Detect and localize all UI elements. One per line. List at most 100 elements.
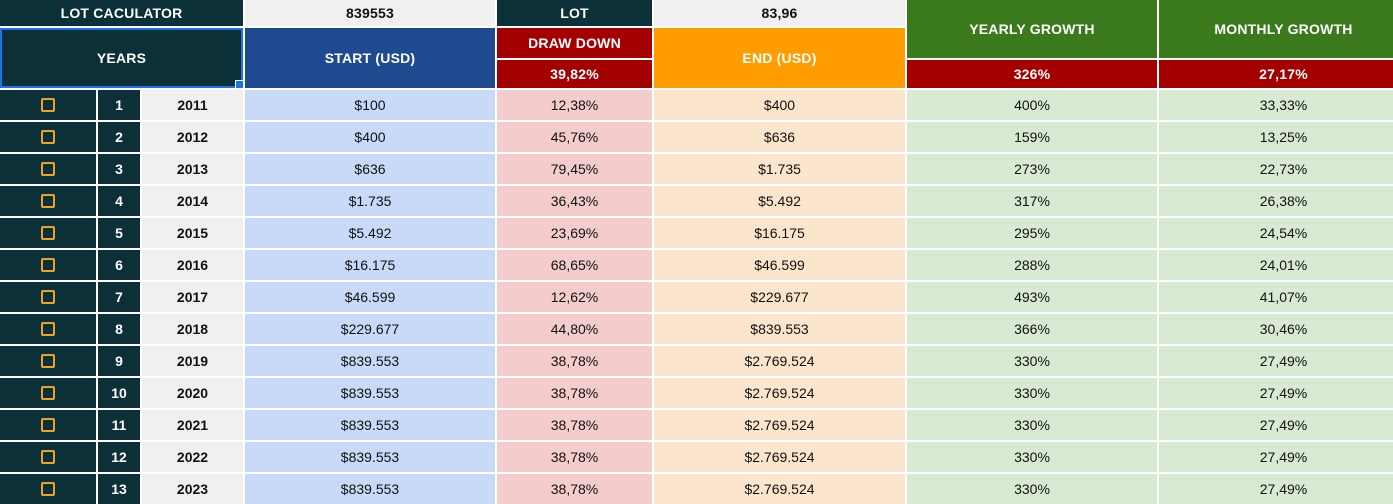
year-cell[interactable]: 2011 [142,90,243,120]
year-cell[interactable]: 2016 [142,250,243,280]
row-checkbox[interactable] [41,130,55,144]
yearly-growth-cell[interactable]: 288% [907,250,1157,280]
monthly-growth-cell[interactable]: 27,49% [1159,442,1393,472]
year-cell[interactable]: 2013 [142,154,243,184]
row-checkbox[interactable] [41,194,55,208]
row-checkbox[interactable] [41,418,55,432]
row-checkbox[interactable] [41,258,55,272]
row-index-cell[interactable]: 12 [98,442,140,472]
start-usd-cell[interactable]: $839.553 [245,442,495,472]
yearly-growth-cell[interactable]: 400% [907,90,1157,120]
drawdown-cell[interactable]: 38,78% [497,378,652,408]
drawdown-cell[interactable]: 12,62% [497,282,652,312]
monthly-growth-cell[interactable]: 27,49% [1159,346,1393,376]
row-index-cell[interactable]: 7 [98,282,140,312]
row-index-cell[interactable]: 3 [98,154,140,184]
monthly-growth-cell[interactable]: 33,33% [1159,90,1393,120]
row-checkbox-cell[interactable] [0,154,96,184]
row-checkbox-cell[interactable] [0,186,96,216]
start-usd-cell[interactable]: $636 [245,154,495,184]
row-checkbox[interactable] [41,354,55,368]
end-usd-cell[interactable]: $46.599 [654,250,905,280]
drawdown-total[interactable]: 39,82% [497,60,652,88]
row-index-cell[interactable]: 8 [98,314,140,344]
yearly-growth-cell[interactable]: 493% [907,282,1157,312]
end-usd-cell[interactable]: $2.769.524 [654,442,905,472]
row-index-cell[interactable]: 6 [98,250,140,280]
end-usd-cell[interactable]: $5.492 [654,186,905,216]
row-checkbox-cell[interactable] [0,282,96,312]
start-usd-cell[interactable]: $5.492 [245,218,495,248]
yearly-growth-cell[interactable]: 330% [907,442,1157,472]
start-usd-cell[interactable]: $229.677 [245,314,495,344]
monthly-growth-cell[interactable]: 22,73% [1159,154,1393,184]
year-cell[interactable]: 2019 [142,346,243,376]
start-usd-cell[interactable]: $46.599 [245,282,495,312]
start-usd-cell[interactable]: $839.553 [245,410,495,440]
row-index-cell[interactable]: 2 [98,122,140,152]
drawdown-cell[interactable]: 38,78% [497,410,652,440]
drawdown-cell[interactable]: 38,78% [497,474,652,504]
row-checkbox-cell[interactable] [0,442,96,472]
row-checkbox[interactable] [41,98,55,112]
start-usd-cell[interactable]: $1.735 [245,186,495,216]
lot-value-cell[interactable]: 83,96 [654,0,905,26]
drawdown-cell[interactable]: 45,76% [497,122,652,152]
yearly-growth-cell[interactable]: 273% [907,154,1157,184]
row-checkbox-cell[interactable] [0,90,96,120]
yearly-growth-cell[interactable]: 366% [907,314,1157,344]
end-usd-cell[interactable]: $229.677 [654,282,905,312]
drawdown-cell[interactable]: 36,43% [497,186,652,216]
monthly-growth-cell[interactable]: 27,49% [1159,410,1393,440]
year-cell[interactable]: 2023 [142,474,243,504]
fill-handle[interactable] [235,80,243,88]
start-usd-cell[interactable]: $100 [245,90,495,120]
row-index-cell[interactable]: 1 [98,90,140,120]
drawdown-cell[interactable]: 38,78% [497,442,652,472]
lot-label-cell[interactable]: LOT [497,0,652,26]
row-checkbox-cell[interactable] [0,378,96,408]
year-cell[interactable]: 2018 [142,314,243,344]
start-usd-header[interactable]: START (USD) [245,28,495,88]
yearly-growth-cell[interactable]: 330% [907,410,1157,440]
start-usd-cell[interactable]: $16.175 [245,250,495,280]
year-cell[interactable]: 2015 [142,218,243,248]
year-cell[interactable]: 2022 [142,442,243,472]
yearly-growth-cell[interactable]: 330% [907,474,1157,504]
row-checkbox[interactable] [41,322,55,336]
year-cell[interactable]: 2012 [142,122,243,152]
end-usd-cell[interactable]: $2.769.524 [654,346,905,376]
yearly-growth-cell[interactable]: 159% [907,122,1157,152]
end-usd-cell[interactable]: $839.553 [654,314,905,344]
row-checkbox[interactable] [41,226,55,240]
row-index-cell[interactable]: 10 [98,378,140,408]
row-checkbox[interactable] [41,386,55,400]
yearly-growth-cell[interactable]: 330% [907,378,1157,408]
drawdown-cell[interactable]: 68,65% [497,250,652,280]
years-header[interactable]: YEARS [0,28,243,88]
row-checkbox-cell[interactable] [0,474,96,504]
monthly-growth-cell[interactable]: 24,54% [1159,218,1393,248]
end-usd-cell[interactable]: $16.175 [654,218,905,248]
end-usd-cell[interactable]: $400 [654,90,905,120]
row-checkbox-cell[interactable] [0,314,96,344]
yearly-growth-total[interactable]: 326% [907,60,1157,88]
row-index-cell[interactable]: 4 [98,186,140,216]
end-usd-cell[interactable]: $636 [654,122,905,152]
monthly-growth-cell[interactable]: 30,46% [1159,314,1393,344]
year-cell[interactable]: 2021 [142,410,243,440]
monthly-growth-cell[interactable]: 24,01% [1159,250,1393,280]
row-index-cell[interactable]: 9 [98,346,140,376]
row-checkbox-cell[interactable] [0,250,96,280]
year-cell[interactable]: 2020 [142,378,243,408]
end-usd-cell[interactable]: $2.769.524 [654,474,905,504]
yearly-growth-cell[interactable]: 295% [907,218,1157,248]
start-usd-cell[interactable]: $839.553 [245,378,495,408]
year-cell[interactable]: 2017 [142,282,243,312]
row-checkbox-cell[interactable] [0,122,96,152]
start-usd-cell[interactable]: $839.553 [245,346,495,376]
monthly-growth-cell[interactable]: 27,49% [1159,474,1393,504]
row-checkbox[interactable] [41,162,55,176]
drawdown-cell[interactable]: 38,78% [497,346,652,376]
monthly-growth-header[interactable]: MONTHLY GROWTH [1159,0,1393,58]
